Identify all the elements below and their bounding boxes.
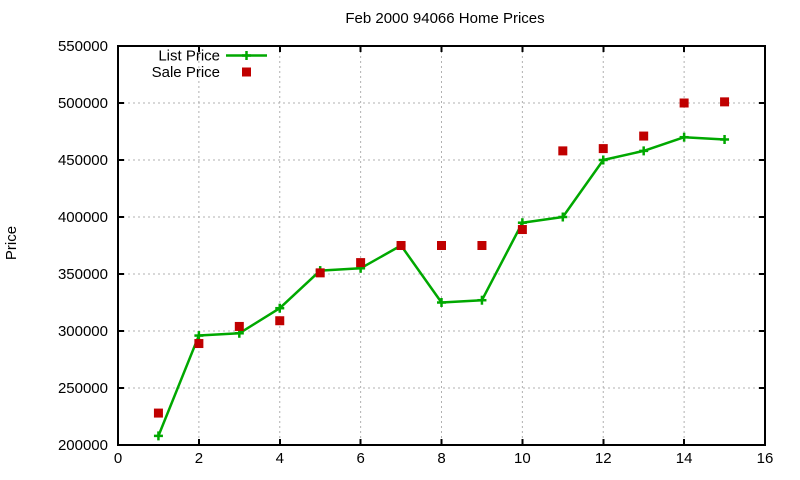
y-tick-label: 400000	[58, 209, 108, 226]
x-tick-label: 4	[276, 450, 284, 467]
x-tick-label: 16	[757, 450, 774, 467]
x-tick-label: 12	[595, 450, 612, 467]
x-tick-label: 8	[437, 450, 445, 467]
y-tick-label: 350000	[58, 266, 108, 283]
x-tick-label: 14	[676, 450, 693, 467]
x-tick-label: 6	[356, 450, 364, 467]
gridlines	[118, 46, 765, 445]
y-tick-label: 500000	[58, 95, 108, 112]
axis-ticks	[117, 45, 766, 446]
y-tick-label: 250000	[58, 380, 108, 397]
x-tick-labels: 0 2 4 6 8 10 12 14 16	[114, 450, 774, 467]
y-tick-labels: 200000 250000 300000 350000 400000 450000 5000…	[58, 38, 108, 454]
y-axis-label: Price	[3, 226, 20, 260]
legend-label: Sale Price	[152, 64, 220, 81]
y-tick-label: 550000	[58, 38, 108, 55]
legend-label: List Price	[158, 48, 220, 65]
y-tick-label: 450000	[58, 152, 108, 169]
x-tick-label: 10	[514, 450, 531, 467]
y-tick-label: 300000	[58, 323, 108, 340]
x-tick-label: 0	[114, 450, 122, 467]
chart-title: Feb 2000 94066 Home Prices	[345, 10, 544, 27]
series-sale-price	[153, 97, 730, 418]
x-tick-label: 2	[195, 450, 203, 467]
y-tick-label: 200000	[58, 437, 108, 454]
